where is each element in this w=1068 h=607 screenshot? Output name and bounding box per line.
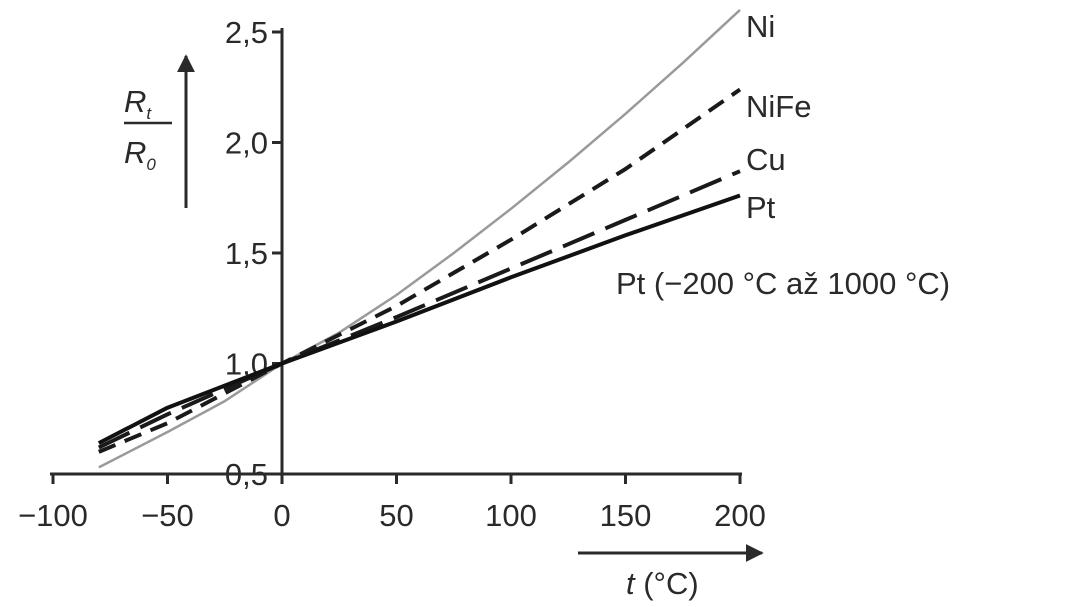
series-label-nife: NiFe — [746, 89, 811, 124]
y-label-den-sub: 0 — [146, 155, 156, 174]
y-ticks: 0,51,01,52,02,5 — [225, 15, 282, 492]
svg-text:t (°C): t (°C) — [626, 566, 699, 601]
y-tick-label: 0,5 — [225, 457, 268, 492]
x-ticks: −100 −50 0 50 100 150 200 — [18, 474, 766, 533]
series-line-ni — [98, 8, 741, 469]
series-label-pt: Pt — [746, 190, 776, 225]
x-axis-label: t (°C) — [578, 544, 764, 601]
series-line-nife — [98, 87, 742, 454]
y-label-num-sub: t — [146, 104, 152, 123]
y-tick-label: 2,5 — [225, 15, 268, 50]
x-tick-label: 200 — [714, 498, 766, 533]
x-tick-label: 50 — [379, 498, 413, 533]
y-label-den: R — [124, 135, 146, 170]
series-group — [97, 8, 742, 469]
y-axis-label: Rt R0 — [124, 54, 195, 208]
x-label-var: t — [626, 566, 636, 601]
range-annotation: Pt (−200 °C až 1000 °C) — [616, 266, 950, 301]
y-tick-label: 2,0 — [225, 126, 268, 161]
series-label-ni: Ni — [746, 9, 775, 44]
x-tick-label: 150 — [600, 498, 652, 533]
x-tick-label: 100 — [485, 498, 537, 533]
x-tick-label: −50 — [141, 498, 194, 533]
svg-text:Rt: Rt — [124, 84, 152, 123]
y-tick-label: 1,5 — [225, 236, 268, 271]
series-line-cu — [97, 169, 741, 450]
series-line-pt — [97, 193, 741, 445]
x-label-unit: (°C) — [635, 566, 699, 601]
y-label-num: R — [124, 84, 146, 119]
x-tick-label: −100 — [18, 498, 88, 533]
x-tick-label: 0 — [273, 498, 290, 533]
svg-text:R0: R0 — [124, 135, 156, 174]
series-label-cu: Cu — [746, 142, 786, 177]
